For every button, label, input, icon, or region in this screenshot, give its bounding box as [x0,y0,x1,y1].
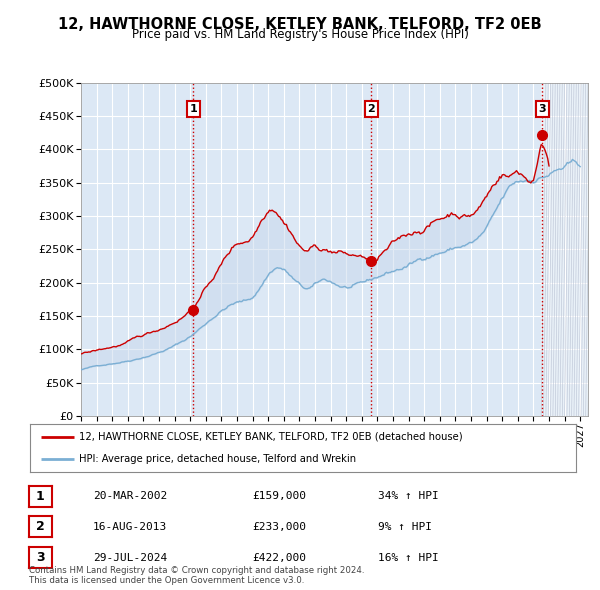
Text: 29-JUL-2024: 29-JUL-2024 [93,553,167,562]
Text: Price paid vs. HM Land Registry's House Price Index (HPI): Price paid vs. HM Land Registry's House … [131,28,469,41]
Text: 1: 1 [36,490,44,503]
Text: 16-AUG-2013: 16-AUG-2013 [93,522,167,532]
Text: 12, HAWTHORNE CLOSE, KETLEY BANK, TELFORD, TF2 0EB (detached house): 12, HAWTHORNE CLOSE, KETLEY BANK, TELFOR… [79,432,463,442]
Text: 3: 3 [538,104,546,114]
Text: 9% ↑ HPI: 9% ↑ HPI [378,522,432,532]
Text: 16% ↑ HPI: 16% ↑ HPI [378,553,439,562]
Text: 1: 1 [190,104,197,114]
Text: £159,000: £159,000 [252,491,306,501]
Text: HPI: Average price, detached house, Telford and Wrekin: HPI: Average price, detached house, Telf… [79,454,356,464]
Text: 3: 3 [36,551,44,564]
Text: 2: 2 [36,520,44,533]
Text: 2: 2 [368,104,376,114]
Text: 34% ↑ HPI: 34% ↑ HPI [378,491,439,501]
Text: £233,000: £233,000 [252,522,306,532]
Text: £422,000: £422,000 [252,553,306,562]
Text: 20-MAR-2002: 20-MAR-2002 [93,491,167,501]
Text: Contains HM Land Registry data © Crown copyright and database right 2024.
This d: Contains HM Land Registry data © Crown c… [29,566,364,585]
Text: 12, HAWTHORNE CLOSE, KETLEY BANK, TELFORD, TF2 0EB: 12, HAWTHORNE CLOSE, KETLEY BANK, TELFOR… [58,17,542,31]
